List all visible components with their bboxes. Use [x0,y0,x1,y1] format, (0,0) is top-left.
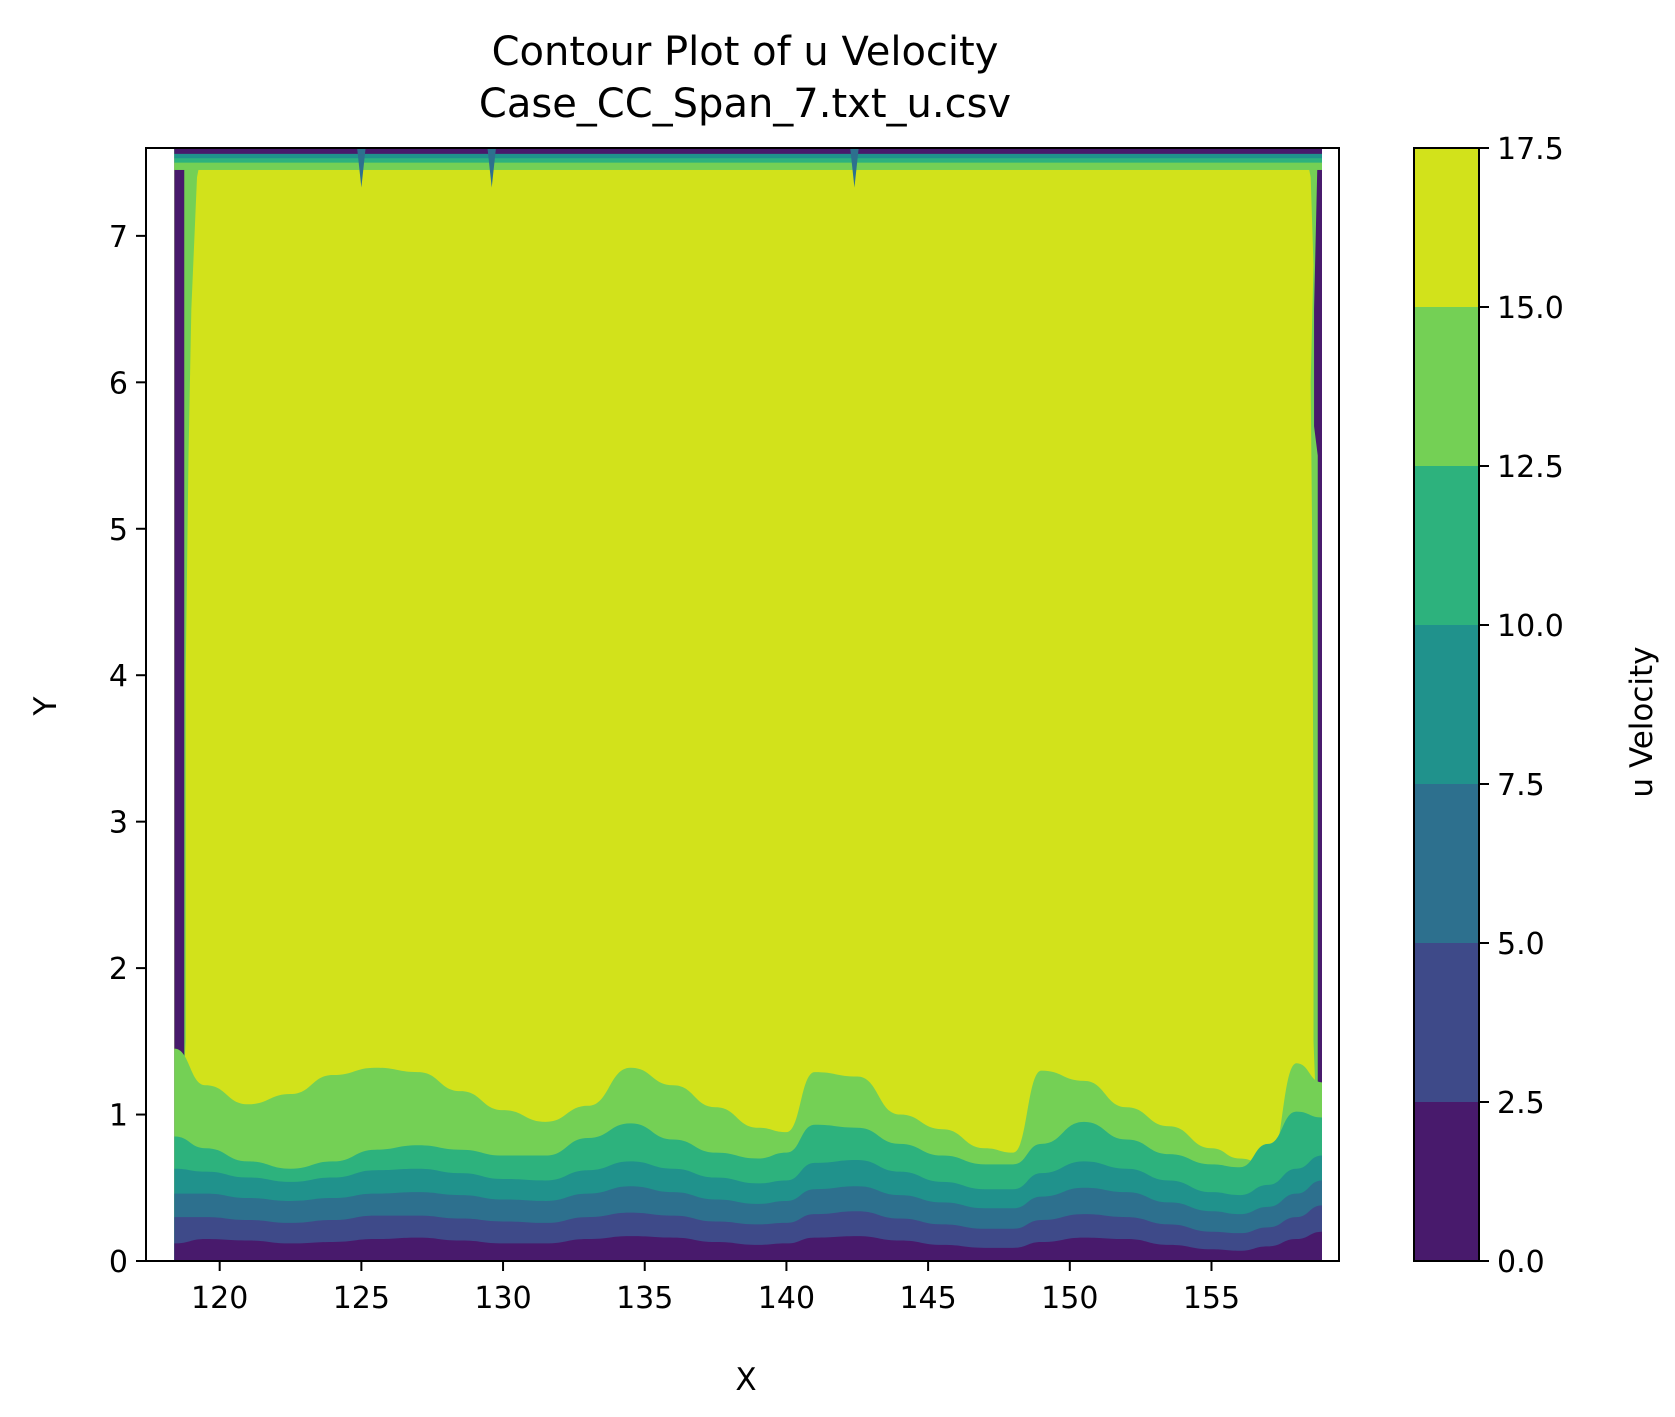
colorbar-segment [1414,148,1479,307]
colorbar-tick-label: 15.0 [1497,291,1564,326]
y-tick-label: 4 [109,659,128,694]
colorbar-segment [1414,466,1479,625]
colorbar-tick-label: 0.0 [1497,1245,1545,1280]
y-tick-label: 7 [109,220,128,255]
y-tick-label: 2 [109,952,128,987]
x-tick-label: 155 [1183,1281,1240,1316]
colorbar-label: u Velocity [1624,646,1660,797]
y-tick-label: 5 [109,513,128,548]
x-axis-label: X [735,1362,756,1398]
colorbar: 0.0 2.5 5.0 7.5 10.0 12.5 15.0 17.5 [1413,132,1564,1280]
colorbar-tick-label: 12.5 [1497,450,1564,485]
contour-band-edge-right-core [1314,148,1322,1261]
contour-spike-2 [850,148,859,188]
colorbar-segment [1414,784,1479,943]
x-axis-ticks: 120 125 130 135 140 145 150 155 [191,1261,1240,1316]
colorbar-segment [1414,943,1479,1102]
y-axis-label: Y [28,696,64,716]
chart-subtitle: Case_CC_Span_7.txt_u.csv [479,81,1011,127]
x-tick-label: 150 [1041,1281,1098,1316]
plot-area [145,147,1340,1262]
contour-band-top-3 [174,148,1322,154]
plot-frame [145,147,1340,1262]
x-tick-label: 145 [899,1281,956,1316]
contour-band-0 [174,1231,1322,1261]
y-tick-label: 3 [109,806,128,841]
colorbar-segment [1414,625,1479,784]
x-tick-label: 140 [758,1281,815,1316]
contour-spike-1 [487,148,496,188]
chart-title: Contour Plot of u Velocity [492,29,999,75]
colorbar-tick-label: 5.0 [1497,927,1545,962]
y-axis-ticks: 0 1 2 3 4 5 6 7 [109,220,146,1280]
y-tick-label: 1 [109,1099,128,1134]
x-tick-label: 125 [333,1281,390,1316]
colorbar-tick-label: 7.5 [1497,768,1545,803]
y-tick-label: 6 [109,366,128,401]
colorbar-segment [1414,307,1479,466]
y-tick-label: 0 [109,1245,128,1280]
colorbar-frame [1413,147,1480,1262]
x-tick-label: 135 [616,1281,673,1316]
colorbar-tick-label: 2.5 [1497,1086,1545,1121]
colorbar-segment [1414,1102,1479,1261]
colorbar-tick-label: 17.5 [1497,132,1564,167]
contour-band-edge-left-core [174,148,185,1261]
x-tick-label: 130 [474,1281,531,1316]
colorbar-tick-label: 10.0 [1497,609,1564,644]
contour-spike-0 [357,148,366,188]
x-tick-label: 120 [191,1281,248,1316]
